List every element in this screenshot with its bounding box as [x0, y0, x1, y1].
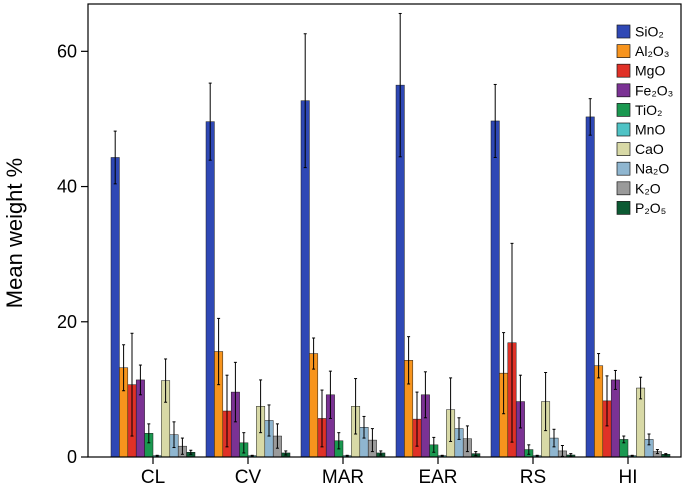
x-tick-label: RS [520, 467, 546, 487]
y-tick-label: 60 [57, 41, 77, 61]
legend-swatch [616, 142, 631, 156]
legend-item: Fe₂O₃ [616, 82, 673, 98]
bars-layer [110, 84, 671, 458]
legend-swatch [616, 181, 631, 196]
legend-swatch [616, 63, 631, 78]
bar [490, 120, 500, 458]
legend-swatch [616, 201, 631, 215]
y-tick-label: 20 [57, 312, 77, 332]
legend-label: CaO [635, 141, 664, 157]
legend-label: Al₂O₃ [635, 43, 669, 59]
error-bars-layer [113, 12, 668, 457]
x-axis: CL CV MAR EAR RS HI [141, 457, 638, 487]
x-tick-label: HI [619, 467, 638, 487]
legend-swatch [616, 83, 631, 98]
legend-label: MnO [635, 122, 665, 138]
legend-item: MnO [616, 122, 665, 138]
legend-item: P₂O₅ [616, 200, 666, 216]
legend-swatch [616, 24, 631, 39]
plot-frame [87, 3, 682, 458]
legend-item: MgO [616, 63, 665, 79]
legend-item: TiO₂ [616, 102, 662, 118]
legend-label: MgO [635, 63, 665, 79]
x-tick-label: CV [235, 467, 262, 487]
y-tick-label: 0 [67, 447, 77, 467]
bar [205, 121, 215, 458]
legend-label: TiO₂ [635, 102, 662, 118]
legend-item: SiO₂ [616, 24, 664, 40]
y-axis: 0 20 40 60 [57, 41, 88, 467]
bar [594, 365, 604, 458]
legend-label: K₂O [635, 180, 661, 196]
legend: SiO₂ Al₂O₃ MgO Fe₂O₃ TiO₂ MnO CaO Na₂O K₂O P₂O₅ [616, 24, 673, 216]
legend-swatch [616, 122, 631, 137]
legend-label: Na₂O [635, 161, 669, 177]
legend-swatch [616, 44, 631, 58]
legend-label: SiO₂ [635, 24, 664, 40]
legend-label: P₂O₅ [635, 200, 666, 216]
bar [610, 379, 620, 458]
legend-item: Na₂O [616, 161, 669, 177]
bar [585, 116, 595, 458]
legend-item: CaO [616, 141, 664, 157]
legend-item: K₂O [616, 180, 661, 196]
x-tick-label: CL [141, 467, 165, 487]
legend-label: Fe₂O₃ [635, 82, 673, 98]
x-tick-label: MAR [322, 467, 364, 487]
legend-swatch [616, 161, 631, 176]
bar [110, 157, 120, 458]
y-tick-label: 40 [57, 177, 77, 197]
legend-item: Al₂O₃ [616, 43, 669, 59]
y-axis-title: Mean weight % [2, 158, 27, 308]
x-tick-label: EAR [418, 467, 457, 487]
legend-swatch [616, 103, 631, 117]
